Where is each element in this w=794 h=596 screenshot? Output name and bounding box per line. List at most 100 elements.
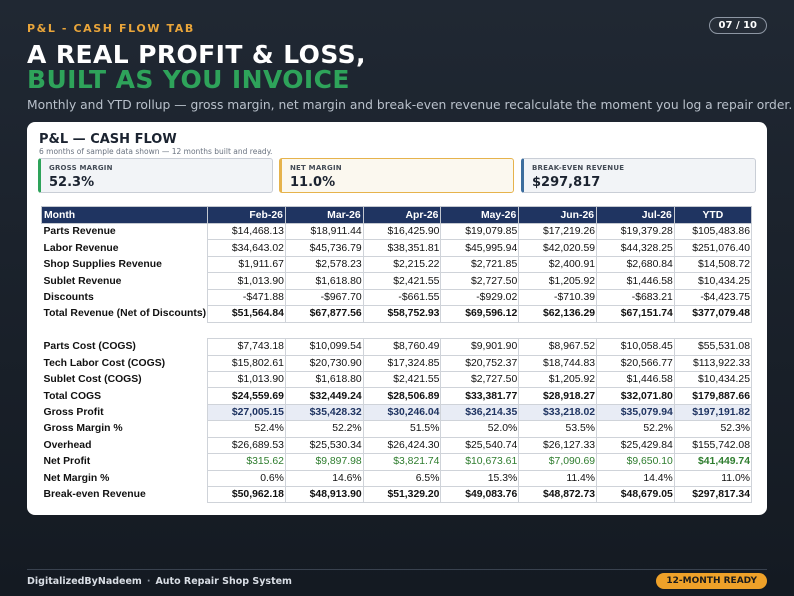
table-cell: $20,730.90 [284, 354, 364, 372]
table-cell: $28,918.27 [518, 387, 598, 405]
table-cell: $3,821.74 [362, 453, 442, 471]
table-cell: $20,566.77 [596, 354, 675, 372]
row-label: Parts Cost (COGS) [43, 341, 136, 353]
row-label: Break-even Revenue [43, 489, 146, 501]
table-cell: $42,020.59 [518, 239, 598, 257]
table-cell: -$471.88 [207, 288, 286, 307]
row-label: Net Margin % [43, 472, 110, 484]
eyebrow-label: P&L - CASH FLOW TAB [27, 22, 195, 35]
table-cell: $25,540.74 [440, 436, 520, 455]
kpi-value: 11.0% [290, 175, 336, 190]
table-cell: $24,559.69 [207, 387, 286, 405]
table-cell: 14.4% [596, 469, 675, 488]
table-cell: $2,400.91 [518, 255, 598, 274]
table-cell: $49,083.76 [440, 485, 520, 504]
table-cell: $32,071.80 [596, 387, 675, 405]
row-label: Tech Labor Cost (COGS) [43, 357, 166, 369]
table-cell: $2,727.50 [440, 272, 520, 290]
table-cell: $17,324.85 [362, 354, 442, 372]
pl-card: P&L — CASH FLOW 6 months of sample data … [27, 122, 767, 515]
kpi-label: GROSS MARGIN [49, 164, 113, 172]
table-row-break-even-revenue: Break-even Revenue $50,962.18 $48,913.90… [42, 485, 753, 504]
table-cell: 52.4% [207, 420, 286, 438]
table-cell: $2,578.23 [284, 255, 364, 274]
table-cell: $58,752.93 [362, 305, 442, 323]
card-note: 6 months of sample data shown — 12 month… [39, 147, 273, 156]
kpi-value: 52.3% [49, 175, 95, 190]
table-cell: $25,530.34 [284, 436, 364, 455]
table-cell: $48,913.90 [284, 485, 364, 504]
table-cell-ytd: $10,434.25 [673, 272, 753, 290]
subtitle: Monthly and YTD rollup — gross margin, n… [27, 98, 793, 112]
table-cell: $25,429.84 [596, 436, 675, 455]
table-cell: $48,872.73 [518, 485, 598, 504]
row-label: Sublet Cost (COGS) [43, 374, 142, 386]
table-cell: $1,013.90 [207, 370, 286, 389]
table-cell: $27,005.15 [207, 403, 286, 422]
table-cell: 0.6% [207, 469, 286, 488]
title-line-2: BUILT AS YOU INVOICE [27, 65, 350, 94]
table-cell: $19,379.28 [596, 222, 675, 241]
table-cell: -$710.39 [518, 288, 598, 307]
table-cell: 11.4% [518, 469, 598, 488]
table-row-tech-labor-cost: Tech Labor Cost (COGS) $15,802.61 $20,73… [42, 354, 753, 372]
column-header-may: May-26 [440, 206, 520, 224]
table-cell: $19,079.85 [440, 222, 520, 241]
table-cell-ytd: $197,191.82 [673, 403, 753, 422]
table-cell: $48,679.05 [596, 485, 675, 504]
table-cell: $9,901.90 [440, 338, 520, 356]
separator-dot: · [146, 576, 151, 587]
row-label: Gross Margin % [43, 423, 123, 435]
table-cell: -$661.55 [362, 288, 442, 307]
table-cell: $315.62 [207, 453, 286, 471]
table-cell: $28,506.89 [362, 387, 442, 405]
table-row-parts-cost: Parts Cost (COGS) $7,743.18 $10,099.54 $… [42, 338, 753, 356]
column-header-month: Month [40, 206, 209, 224]
table-cell: $9,897.98 [284, 453, 364, 471]
table-cell: $33,218.02 [518, 403, 598, 422]
footer-divider [27, 569, 767, 570]
table-row-sublet-cost: Sublet Cost (COGS) $1,013.90 $1,618.80 $… [42, 370, 753, 389]
table-cell: 15.3% [440, 469, 520, 488]
table-cell: $26,127.33 [518, 436, 598, 455]
page-indicator-badge: 07 / 10 [708, 17, 767, 34]
table-cell: 6.5% [362, 469, 442, 488]
table-cell: $1,205.92 [518, 370, 598, 389]
row-label: Parts Revenue [43, 226, 116, 238]
kpi-label: NET MARGIN [290, 164, 342, 172]
title-line-1: A REAL PROFIT & LOSS, [27, 40, 366, 69]
table-cell: $67,877.56 [284, 305, 364, 323]
table-cell: $33,381.77 [440, 387, 520, 405]
table-cell: $20,752.37 [440, 354, 520, 372]
product-name: Auto Repair Shop System [155, 576, 292, 587]
table-row-total-cogs: Total COGS $24,559.69 $32,449.24 $28,506… [42, 387, 753, 405]
table-cell: $1,618.80 [284, 272, 364, 290]
table-cell: $69,596.12 [440, 305, 520, 323]
table-row-overhead: Overhead $26,689.53 $25,530.34 $26,424.3… [42, 436, 753, 455]
table-cell: $15,802.61 [207, 354, 286, 372]
table-cell: $2,727.50 [440, 370, 520, 389]
spacer-cell [41, 322, 752, 339]
table-cell: 52.2% [596, 420, 675, 438]
table-cell: $10,673.61 [440, 453, 520, 471]
table-cell: $38,351.81 [362, 239, 442, 257]
table-cell: $2,721.85 [440, 255, 520, 274]
table-cell: $7,090.69 [518, 453, 598, 471]
kpi-label: BREAK-EVEN REVENUE [532, 164, 625, 172]
table-cell-ytd: $14,508.72 [673, 255, 753, 274]
row-label: Overhead [43, 439, 92, 451]
table-row-gross-profit: Gross Profit $27,005.15 $35,428.32 $30,2… [42, 403, 753, 422]
table-cell: $34,643.02 [207, 239, 286, 257]
column-header-apr: Apr-26 [362, 206, 442, 224]
table-row-total-revenue: Total Revenue (Net of Discounts) $51,564… [42, 305, 753, 323]
row-label: Gross Profit [43, 407, 104, 419]
table-row-parts-revenue: Parts Revenue $14,468.13 $18,911.44 $16,… [42, 222, 753, 241]
kpi-gross-margin: GROSS MARGIN 52.3% [38, 158, 273, 193]
table-cell-ytd: $179,887.66 [673, 387, 753, 405]
table-cell: $35,079.94 [596, 403, 675, 422]
table-cell: $1,205.92 [518, 272, 598, 290]
table-cell: $10,058.45 [596, 338, 675, 356]
row-label: Labor Revenue [43, 242, 119, 254]
row-label: Discounts [43, 291, 94, 303]
column-header-jul: Jul-26 [596, 206, 675, 224]
